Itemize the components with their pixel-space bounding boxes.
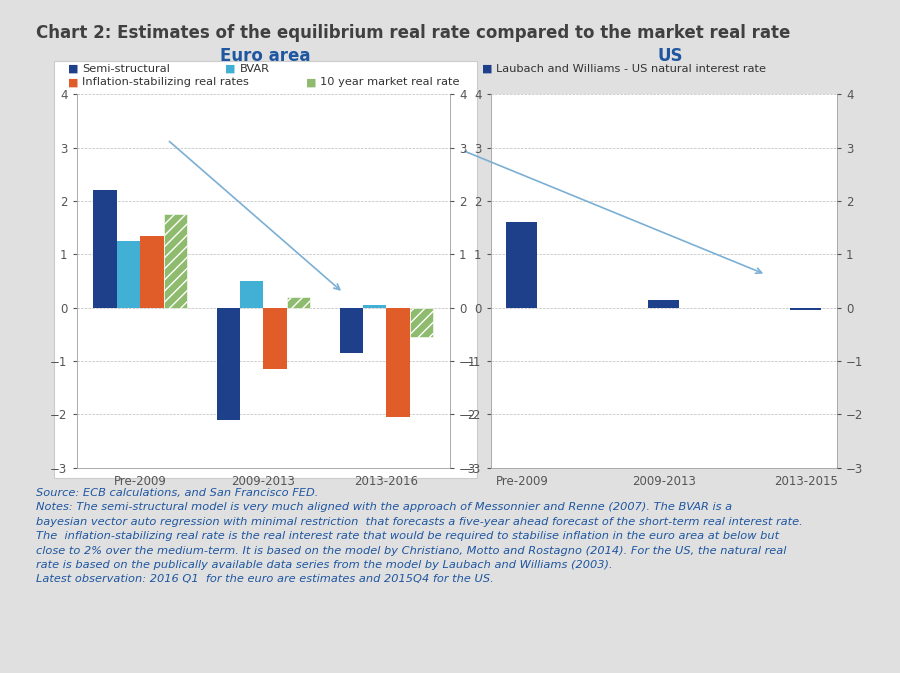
- Bar: [140, 236, 164, 308]
- Bar: [217, 308, 240, 420]
- Text: 10 year market real rate: 10 year market real rate: [320, 77, 460, 87]
- Text: ■: ■: [68, 77, 78, 87]
- Bar: [648, 299, 680, 308]
- Bar: [164, 214, 187, 308]
- Text: ■: ■: [482, 64, 492, 74]
- Bar: [506, 222, 537, 308]
- Text: Laubach and Williams - US natural interest rate: Laubach and Williams - US natural intere…: [496, 64, 766, 74]
- Text: Euro area: Euro area: [220, 47, 310, 65]
- Bar: [286, 297, 310, 308]
- Bar: [339, 308, 363, 353]
- Text: BVAR: BVAR: [239, 64, 269, 74]
- Text: Chart 2: Estimates of the equilibrium real rate compared to the market real rate: Chart 2: Estimates of the equilibrium re…: [36, 24, 790, 42]
- Bar: [240, 281, 263, 308]
- Bar: [117, 241, 140, 308]
- Bar: [790, 308, 821, 310]
- Text: Source: ECB calculations, and San Francisco FED.
Notes: The semi-structural mode: Source: ECB calculations, and San Franci…: [36, 488, 803, 584]
- Text: Semi-structural: Semi-structural: [82, 64, 170, 74]
- Text: Inflation-stabilizing real rates: Inflation-stabilizing real rates: [82, 77, 248, 87]
- Text: ■: ■: [68, 64, 78, 74]
- Bar: [94, 190, 117, 308]
- Bar: [410, 308, 433, 337]
- Text: US: US: [658, 47, 683, 65]
- Bar: [363, 305, 386, 308]
- Text: ■: ■: [225, 64, 236, 74]
- Bar: [386, 308, 410, 417]
- Bar: [263, 308, 286, 369]
- Text: ■: ■: [306, 77, 317, 87]
